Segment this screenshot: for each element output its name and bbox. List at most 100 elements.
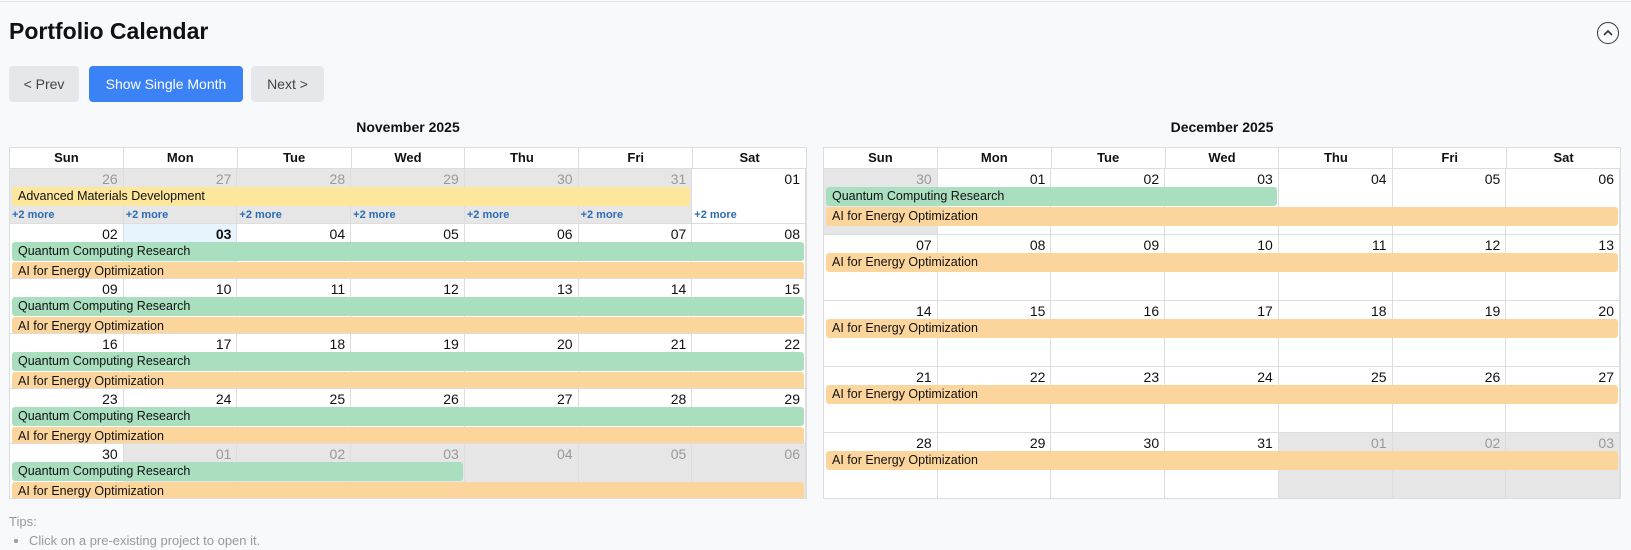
weekday: Tue [1052, 148, 1166, 168]
month-title: November 2025 [356, 119, 460, 135]
weekday: Mon [938, 148, 1052, 168]
day-number: 30 [102, 446, 118, 462]
day-number: 14 [916, 303, 932, 319]
day-number: 21 [670, 336, 687, 352]
day-cell[interactable]: 22 [692, 334, 806, 388]
event-bar[interactable]: AI for Energy Optimization [12, 372, 804, 388]
day-number: 02 [1143, 171, 1160, 187]
event-bar[interactable]: AI for Energy Optimization [12, 482, 804, 498]
more-link[interactable]: +2 more [580, 209, 624, 221]
day-cell[interactable]: 08 [692, 224, 806, 278]
more-link[interactable]: +2 more [694, 209, 737, 221]
event-bar[interactable]: AI for Energy Optimization [12, 317, 804, 333]
tip-item: Click on a pre-existing project to open … [29, 533, 260, 548]
day-cell[interactable]: 13 [1506, 235, 1620, 300]
event-bar[interactable]: Quantum Computing Research [12, 352, 804, 371]
day-number: 12 [1484, 237, 1501, 253]
event-bar[interactable]: AI for Energy Optimization [12, 262, 804, 278]
day-number: 28 [329, 171, 346, 187]
day-number: 04 [1370, 171, 1387, 187]
week-row: 23 24 25 26 27 28 29 Quantum Computing Research… [9, 389, 807, 444]
day-number: 05 [443, 226, 459, 242]
tips-title: Tips: [9, 514, 37, 529]
page-title: Portfolio Calendar [9, 18, 209, 44]
more-link[interactable]: +2 more [466, 209, 510, 221]
event-bar[interactable]: Quantum Computing Research [12, 242, 804, 261]
day-number: 03 [215, 226, 232, 242]
day-cell[interactable]: 05 [1393, 169, 1507, 234]
more-link[interactable]: +2 more [12, 209, 55, 221]
day-number: 04 [556, 446, 573, 462]
day-number: 02 [102, 226, 118, 242]
more-link[interactable]: +2 more [239, 209, 282, 221]
day-cell[interactable]: 03 [1165, 169, 1279, 234]
day-number: 20 [556, 336, 573, 352]
tips: Tips: Click on a pre-existing project to … [9, 514, 260, 548]
day-number: 06 [556, 226, 573, 242]
week-row: 07 08 09 10 11 12 13 AI for Energy Optimization [823, 235, 1621, 301]
day-cell[interactable]: 27 [1506, 367, 1620, 432]
day-number: 01 [1370, 435, 1387, 451]
month-title: December 2025 [1170, 119, 1274, 135]
week-row: 14 15 16 17 18 19 20 AI for Energy Optimization [823, 301, 1621, 367]
week-row: 16 17 18 19 20 21 22 Quantum Computing Research… [9, 334, 807, 389]
day-number: 06 [1598, 171, 1614, 187]
day-number: 25 [329, 391, 346, 407]
weekday: Thu [1279, 148, 1394, 168]
day-number: 26 [102, 171, 118, 187]
event-bar[interactable]: Quantum Computing Research [12, 407, 804, 426]
day-number: 03 [443, 446, 459, 462]
weekday: Mon [124, 148, 238, 168]
day-cell[interactable]: 01 +2 more [692, 169, 806, 223]
day-number: 16 [102, 336, 118, 352]
week-row: 30 01 02 03 04 05 06 Quantum Computing Research… [823, 168, 1621, 235]
prev-button[interactable]: < Prev [9, 66, 79, 102]
event-bar[interactable]: AI for Energy Optimization [826, 451, 1618, 470]
day-number: 12 [443, 281, 459, 297]
next-button[interactable]: Next > [251, 66, 324, 102]
tips-list: Click on a pre-existing project to open … [9, 533, 260, 548]
day-number: 14 [670, 281, 687, 297]
weekday: Wed [1166, 148, 1280, 168]
day-number: 22 [784, 336, 800, 352]
event-bar[interactable]: Quantum Computing Research [826, 187, 1277, 206]
day-number: 04 [329, 226, 346, 242]
more-link[interactable]: +2 more [125, 209, 169, 221]
more-link[interactable]: +2 more [353, 209, 396, 221]
day-cell[interactable]: 29 [692, 389, 806, 443]
day-number: 18 [1370, 303, 1387, 319]
day-number: 17 [1257, 303, 1273, 319]
event-bar[interactable]: AI for Energy Optimization [12, 427, 804, 443]
day-number: 09 [102, 281, 118, 297]
day-number: 24 [1257, 369, 1273, 385]
single-month-button[interactable]: Show Single Month [89, 66, 243, 102]
day-cell[interactable]: 04 [1279, 169, 1393, 234]
event-bar[interactable]: AI for Energy Optimization [826, 385, 1618, 404]
event-bar[interactable]: AI for Energy Optimization [826, 207, 1618, 226]
week-row: 02 03 04 05 06 07 08 Quantum Computing Research… [9, 224, 807, 279]
day-cell[interactable]: 06 [1506, 169, 1620, 234]
week-row: 28 29 30 31 01 02 03 AI for Energy Optimization [823, 433, 1621, 499]
weekday: Sat [739, 150, 760, 165]
event-bar[interactable]: AI for Energy Optimization [826, 319, 1618, 338]
event-bar[interactable]: AI for Energy Optimization [826, 253, 1618, 272]
weekday: Fri [579, 148, 694, 168]
day-number: 21 [916, 369, 932, 385]
day-cell[interactable]: 15 [692, 279, 806, 333]
day-number: 30 [1143, 435, 1160, 451]
event-bar[interactable]: Quantum Computing Research [12, 462, 463, 481]
day-number: 23 [102, 391, 118, 407]
day-number: 26 [1484, 369, 1501, 385]
collapse-button[interactable] [1597, 22, 1619, 44]
day-number: 08 [1029, 237, 1046, 253]
event-bar[interactable]: Quantum Computing Research [12, 297, 804, 316]
event-bar[interactable]: Advanced Materials Development [12, 187, 691, 206]
day-number: 29 [443, 171, 459, 187]
day-number: 27 [215, 171, 232, 187]
day-number: 06 [784, 446, 800, 462]
day-number: 09 [1143, 237, 1160, 253]
month-calendar: November 2025 Sun Mon Tue Wed Thu Fri Sat 26 +2 m… [9, 113, 807, 499]
day-cell[interactable]: 20 [1506, 301, 1620, 366]
day-number: 11 [330, 281, 346, 297]
